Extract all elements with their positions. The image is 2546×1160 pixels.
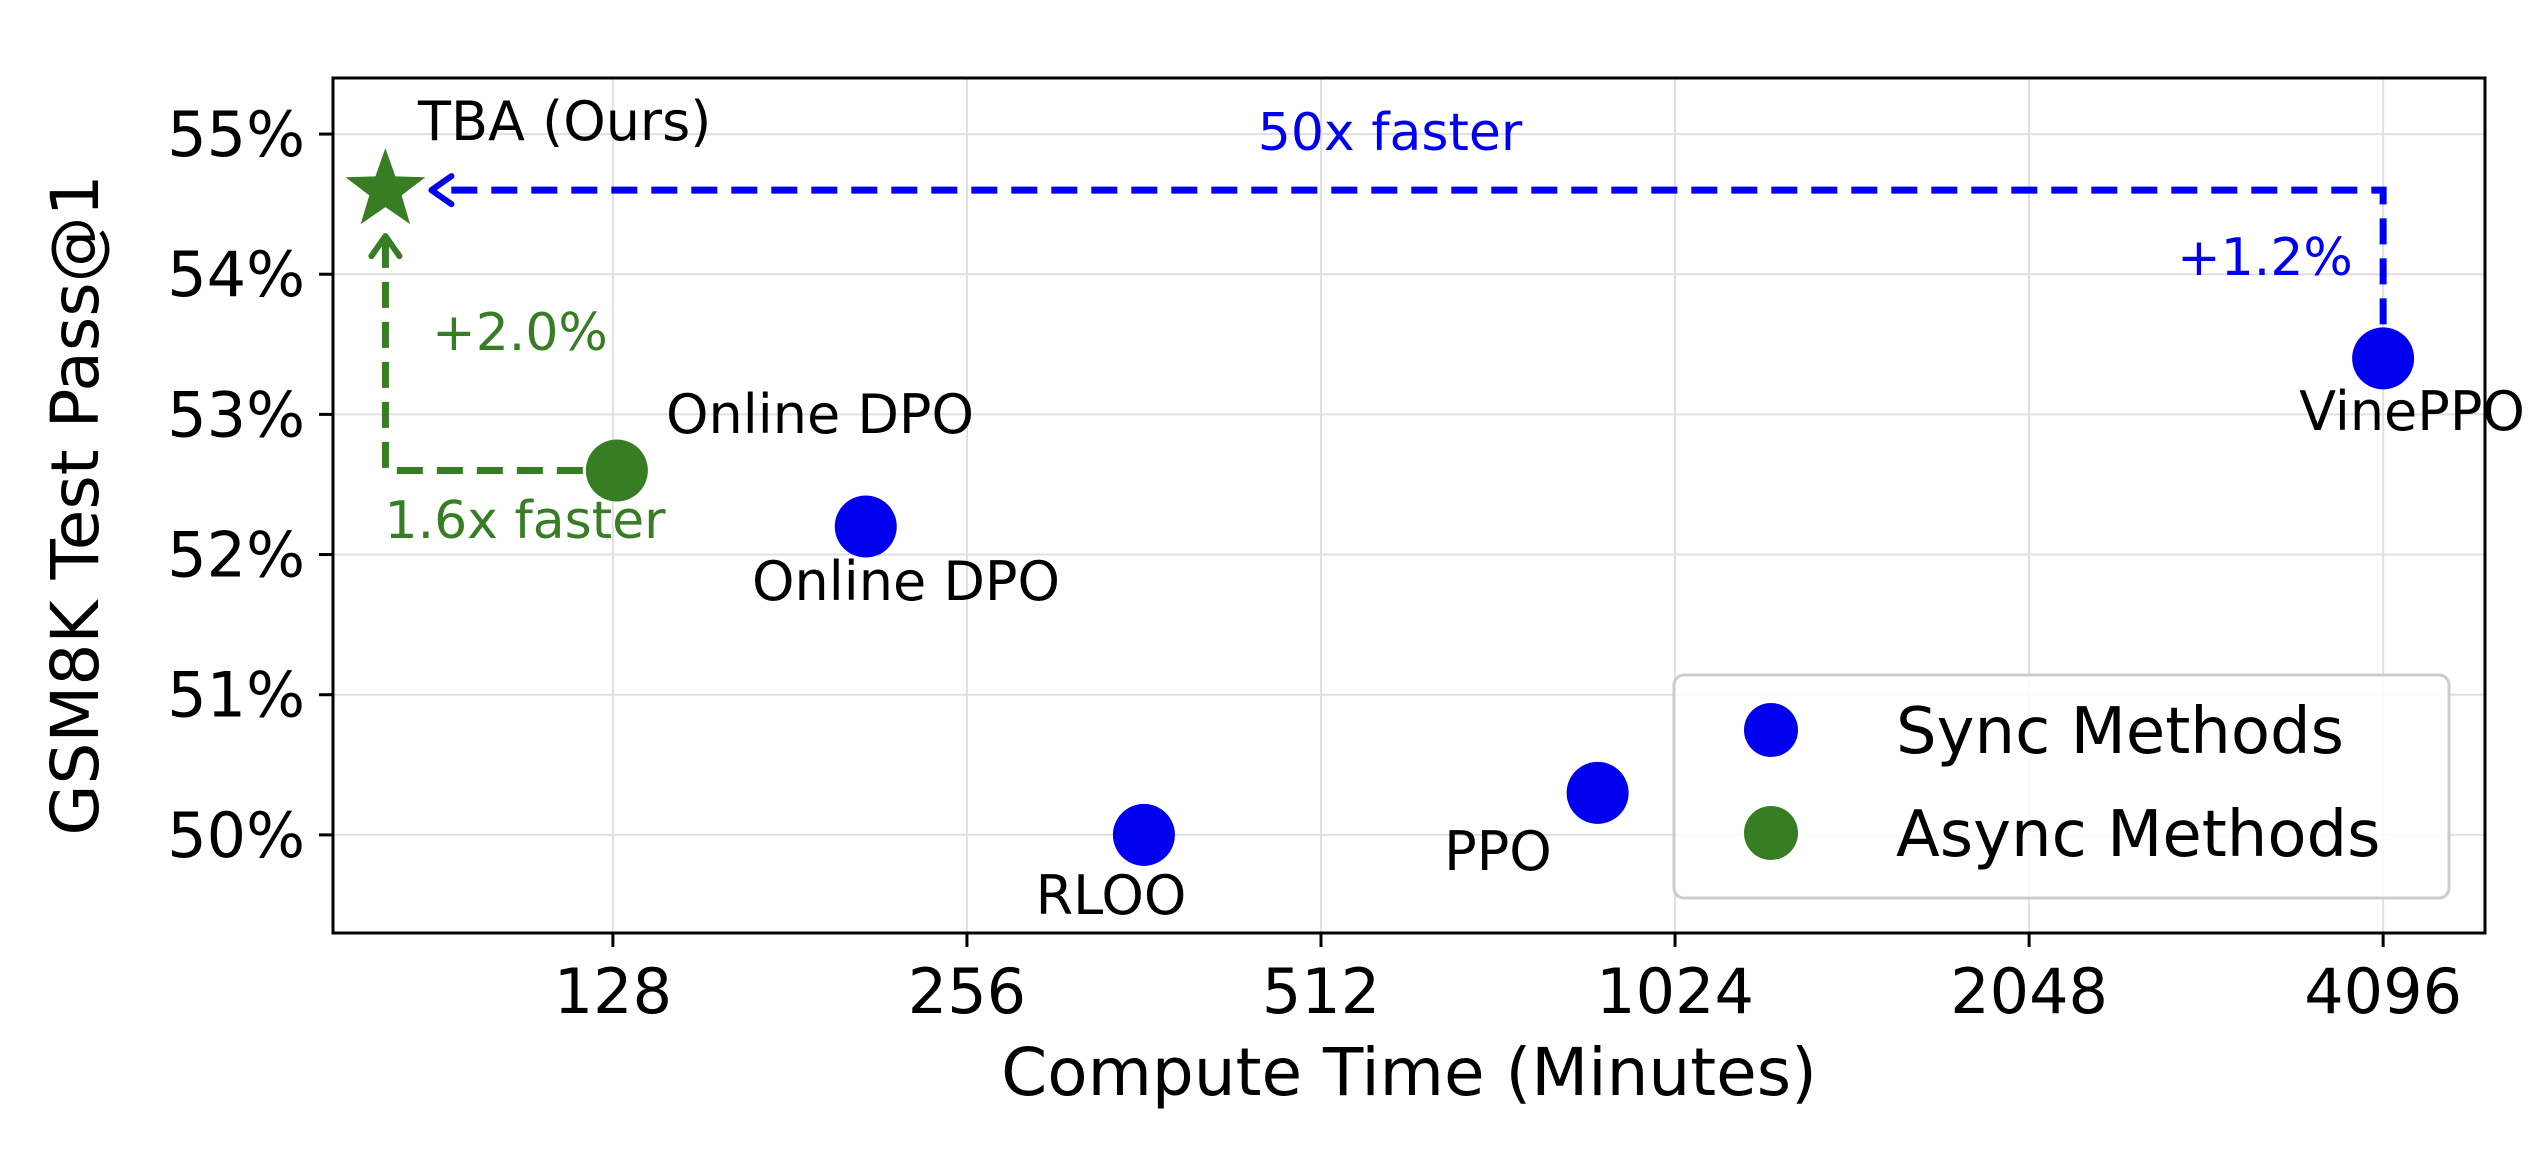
x-tick-label: 2048 bbox=[1950, 955, 2108, 1028]
y-axis-title: GSM8K Test Pass@1 bbox=[37, 174, 114, 835]
x-axis-title: Compute Time (Minutes) bbox=[1001, 1034, 1817, 1111]
x-tick-label: 128 bbox=[554, 955, 672, 1028]
point-label-rloo: RLOO bbox=[1036, 864, 1187, 927]
sync-point-vineppo bbox=[2352, 327, 2415, 390]
sync-point-rloo bbox=[1112, 803, 1175, 866]
one-point-six-x-faster-arrow-line bbox=[381, 238, 583, 474]
legend-label-sync: Sync Methods bbox=[1896, 695, 2344, 769]
y-axis: 50% 51% 52% 53% 54% 55% bbox=[167, 98, 333, 872]
one-point-six-x-faster-arrow-head bbox=[368, 233, 403, 260]
async-point-online-dpo bbox=[585, 439, 648, 502]
legend-marker-async bbox=[1744, 806, 1798, 860]
legend: Sync Methods Async Methods bbox=[1672, 673, 2451, 900]
data-points bbox=[345, 148, 2415, 866]
point-label-vineppo: VinePPO bbox=[2299, 380, 2525, 443]
x-tick-label: 512 bbox=[1262, 955, 1380, 1028]
x-tick-label: 4096 bbox=[2304, 955, 2462, 1028]
point-label-sync-online-dpo: Online DPO bbox=[752, 550, 1060, 613]
point-labels: TBA (Ours) Online DPO Online DPO RLOO PP… bbox=[417, 90, 2525, 927]
legend-marker-sync bbox=[1744, 703, 1798, 757]
legend-box bbox=[1672, 673, 2451, 900]
fifty-x-faster-arrow-head bbox=[428, 173, 455, 208]
fifty-x-faster-arrow-line bbox=[433, 186, 2387, 325]
point-label-tba: TBA (Ours) bbox=[417, 90, 711, 153]
annotation-fifty-x-faster: 50x faster bbox=[1258, 103, 1523, 163]
y-tick-label: 54% bbox=[167, 238, 305, 311]
annotations: 50x faster +1.2% +2.0% 1.6x faster bbox=[368, 103, 2387, 551]
y-tick-label: 55% bbox=[167, 98, 305, 171]
point-label-ppo: PPO bbox=[1444, 820, 1552, 883]
x-tick-label: 256 bbox=[908, 955, 1026, 1028]
sync-point-online-dpo bbox=[834, 495, 897, 558]
y-tick-label: 52% bbox=[167, 519, 305, 592]
sync-point-ppo bbox=[1566, 761, 1629, 824]
y-tick-label: 50% bbox=[167, 799, 305, 872]
annotation-plus-two-point-zero: +2.0% bbox=[432, 303, 608, 363]
y-tick-label: 53% bbox=[167, 378, 305, 451]
tba-star-marker bbox=[345, 148, 426, 225]
legend-label-async: Async Methods bbox=[1896, 798, 2380, 872]
x-tick-label: 1024 bbox=[1596, 955, 1754, 1028]
point-label-async-online-dpo: Online DPO bbox=[666, 383, 974, 446]
x-axis: 128 256 512 1024 2048 4096 bbox=[554, 933, 2462, 1028]
y-tick-label: 51% bbox=[167, 659, 305, 732]
annotation-plus-one-point-two: +1.2% bbox=[2177, 228, 2353, 288]
plot-frame bbox=[331, 76, 2487, 935]
